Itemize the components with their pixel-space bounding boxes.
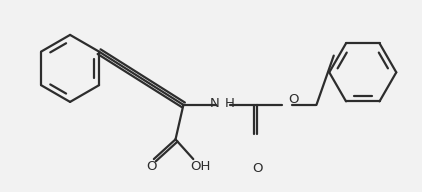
Text: OH: OH bbox=[190, 161, 210, 173]
Text: O: O bbox=[252, 162, 262, 175]
Text: O: O bbox=[146, 161, 157, 173]
Text: O: O bbox=[289, 94, 299, 106]
Text: H: H bbox=[225, 97, 235, 110]
Text: N: N bbox=[210, 97, 220, 110]
